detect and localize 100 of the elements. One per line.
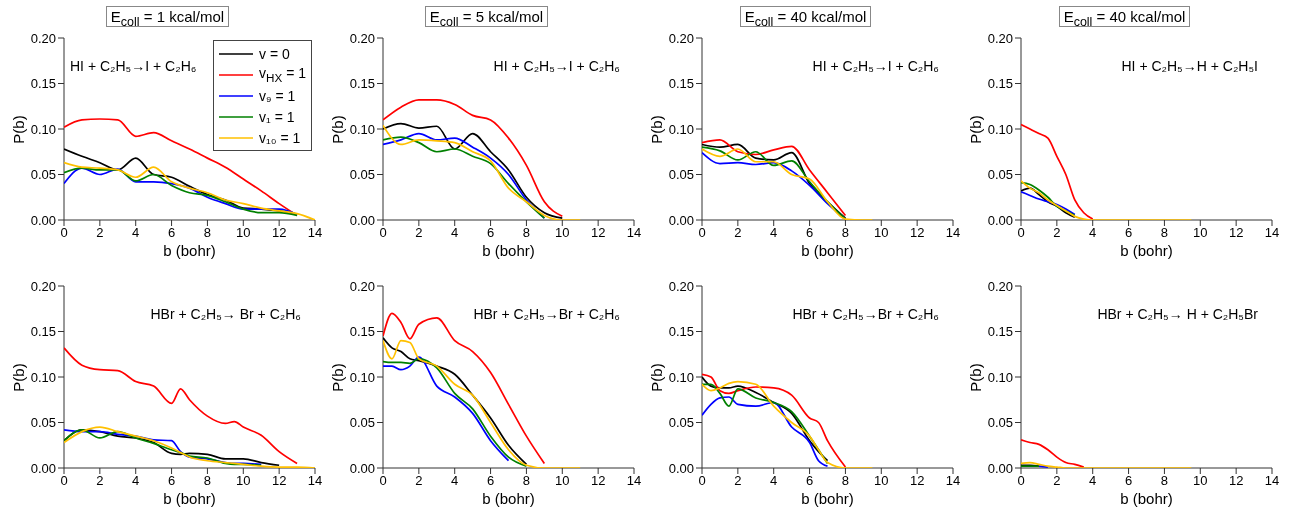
x-tick-label: 4 — [1089, 473, 1097, 489]
x-tick-label: 14 — [307, 225, 323, 241]
x-tick-label: 6 — [167, 225, 176, 241]
y-axis-title: P(b) — [9, 114, 27, 144]
x-axis-title: b (bohr) — [1119, 242, 1174, 261]
x-tick-label: 14 — [626, 225, 642, 241]
x-tick-label: 8 — [203, 225, 212, 241]
y-tick-label: 0.00 — [30, 212, 56, 228]
x-tick-label: 2 — [415, 473, 423, 489]
y-tick-label: 0.05 — [349, 167, 375, 183]
y-tick-label: 0.05 — [30, 415, 56, 431]
y-tick-label: 0.00 — [668, 460, 694, 476]
line-series — [383, 99, 564, 218]
line-series — [702, 148, 874, 220]
y-tick-label: 0.15 — [30, 324, 56, 340]
x-tick-label: 0 — [379, 225, 387, 241]
x-tick-label: 10 — [1193, 225, 1208, 241]
x-tick-label: 12 — [590, 473, 606, 489]
y-tick-label: 0.10 — [668, 369, 694, 385]
y-tick-label: 0.15 — [349, 76, 375, 92]
y-tick-label: 0.10 — [30, 369, 56, 385]
x-tick-label: 12 — [909, 473, 925, 489]
y-tick-label: 0.20 — [349, 30, 375, 46]
y-tick-label: 0.15 — [349, 324, 375, 340]
x-tick-label: 6 — [805, 225, 814, 241]
line-series — [1021, 181, 1076, 217]
y-tick-label: 0.15 — [668, 324, 694, 340]
x-tick-label: 10 — [236, 225, 251, 241]
x-tick-label: 8 — [522, 225, 531, 241]
chart-title: E$_{coll}$ = 1 kcal/mol — [105, 6, 230, 29]
y-tick-label: 0.15 — [987, 324, 1013, 340]
y-tick-label: 0.00 — [349, 212, 375, 228]
y-tick-label: 0.20 — [987, 278, 1013, 294]
x-tick-label: 6 — [805, 473, 814, 489]
x-tick-label: 14 — [1264, 473, 1280, 489]
y-tick-label: 0.10 — [987, 121, 1013, 137]
x-axis-title: b (bohr) — [800, 242, 855, 261]
x-tick-label: 6 — [1124, 225, 1133, 241]
y-tick-label: 0.00 — [987, 460, 1013, 476]
y-tick-label: 0.15 — [987, 76, 1013, 92]
x-tick-label: 10 — [874, 225, 889, 241]
y-tick-label: 0.10 — [349, 121, 375, 137]
x-tick-label: 14 — [945, 225, 961, 241]
chart-title: E$_{coll}$ = 40 kcal/mol — [1058, 6, 1191, 29]
y-axis-title: P(b) — [328, 114, 346, 144]
line-series — [702, 373, 847, 468]
y-tick-label: 0.05 — [349, 415, 375, 431]
x-tick-label: 0 — [60, 473, 68, 489]
x-tick-label: 4 — [451, 473, 459, 489]
x-axis-title: b (bohr) — [481, 490, 536, 509]
x-tick-label: 12 — [1228, 225, 1244, 241]
x-tick-label: 8 — [841, 473, 850, 489]
x-tick-label: 12 — [1228, 473, 1244, 489]
x-tick-label: 6 — [486, 473, 495, 489]
y-tick-label: 0.10 — [987, 369, 1013, 385]
x-tick-label: 4 — [770, 473, 778, 489]
x-axis-title: b (bohr) — [481, 242, 536, 261]
x-axis-title: b (bohr) — [162, 490, 217, 509]
x-tick-label: 10 — [555, 225, 570, 241]
legend-label: v₉ = 1 — [259, 87, 296, 104]
x-tick-label: 10 — [236, 473, 251, 489]
y-axis-title: P(b) — [647, 362, 665, 392]
annotation: HBr + C₂H₅→ H + C₂H₅Br — [1097, 306, 1258, 322]
x-tick-label: 4 — [132, 473, 140, 489]
annotation: HBr + C₂H₅→Br + C₂H₆ — [792, 306, 939, 322]
x-axis-title: b (bohr) — [162, 242, 217, 261]
y-axis-title: P(b) — [9, 362, 27, 392]
x-tick-label: 14 — [307, 473, 323, 489]
x-tick-label: 2 — [96, 225, 104, 241]
x-tick-label: 10 — [555, 473, 570, 489]
chart-title: E$_{coll}$ = 40 kcal/mol — [739, 6, 872, 29]
annotation: HI + C₂H₅→I + C₂H₆ — [493, 58, 620, 74]
x-tick-label: 2 — [1053, 225, 1061, 241]
line-series — [702, 380, 874, 468]
x-axis-title: b (bohr) — [800, 490, 855, 509]
y-tick-label: 0.10 — [30, 121, 56, 137]
x-tick-label: 4 — [770, 225, 778, 241]
x-tick-label: 12 — [909, 225, 925, 241]
y-tick-label: 0.05 — [30, 167, 56, 183]
y-tick-label: 0.05 — [668, 167, 694, 183]
x-tick-label: 4 — [1089, 225, 1097, 241]
y-tick-label: 0.20 — [30, 278, 56, 294]
x-tick-label: 2 — [1053, 473, 1061, 489]
line-series — [1021, 123, 1094, 220]
x-tick-label: 0 — [698, 225, 706, 241]
y-tick-label: 0.20 — [668, 278, 694, 294]
x-tick-label: 2 — [734, 473, 742, 489]
y-tick-label: 0.20 — [987, 30, 1013, 46]
y-tick-label: 0.00 — [349, 460, 375, 476]
annotation: HBr + C₂H₅→Br + C₂H₆ — [473, 306, 620, 322]
line-series — [383, 339, 582, 468]
legend-label: v₁ = 1 — [259, 108, 295, 125]
line-series — [702, 396, 829, 468]
chart-title: E$_{coll}$ = 5 kcal/mol — [424, 6, 549, 29]
y-tick-label: 0.10 — [349, 369, 375, 385]
y-axis-title: P(b) — [328, 362, 346, 392]
legend-label: v₁₀ = 1 — [259, 129, 301, 146]
line-series — [1021, 438, 1085, 468]
x-tick-label: 8 — [522, 473, 531, 489]
x-tick-label: 0 — [60, 225, 68, 241]
